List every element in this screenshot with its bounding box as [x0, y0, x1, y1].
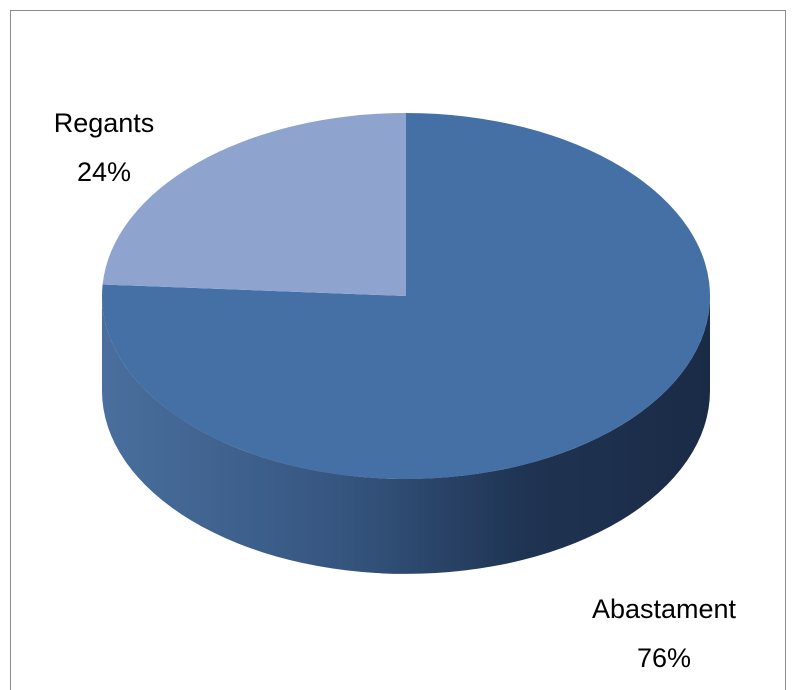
- pie-slice-regants: [102, 113, 406, 296]
- pie-top: [102, 113, 711, 479]
- slice-value-label-regants: 24%: [77, 157, 131, 187]
- pie-slice-abastament: [102, 113, 711, 479]
- slice-value-label-abastament: 76%: [637, 643, 691, 673]
- slice-name-label-abastament: Abastament: [592, 594, 737, 624]
- slice-name-label-regants: Regants: [54, 108, 155, 138]
- pie-side-wall: [102, 296, 710, 574]
- pie-side: [102, 296, 710, 574]
- pie-labels: Regants 24% Abastament 76%: [54, 108, 737, 673]
